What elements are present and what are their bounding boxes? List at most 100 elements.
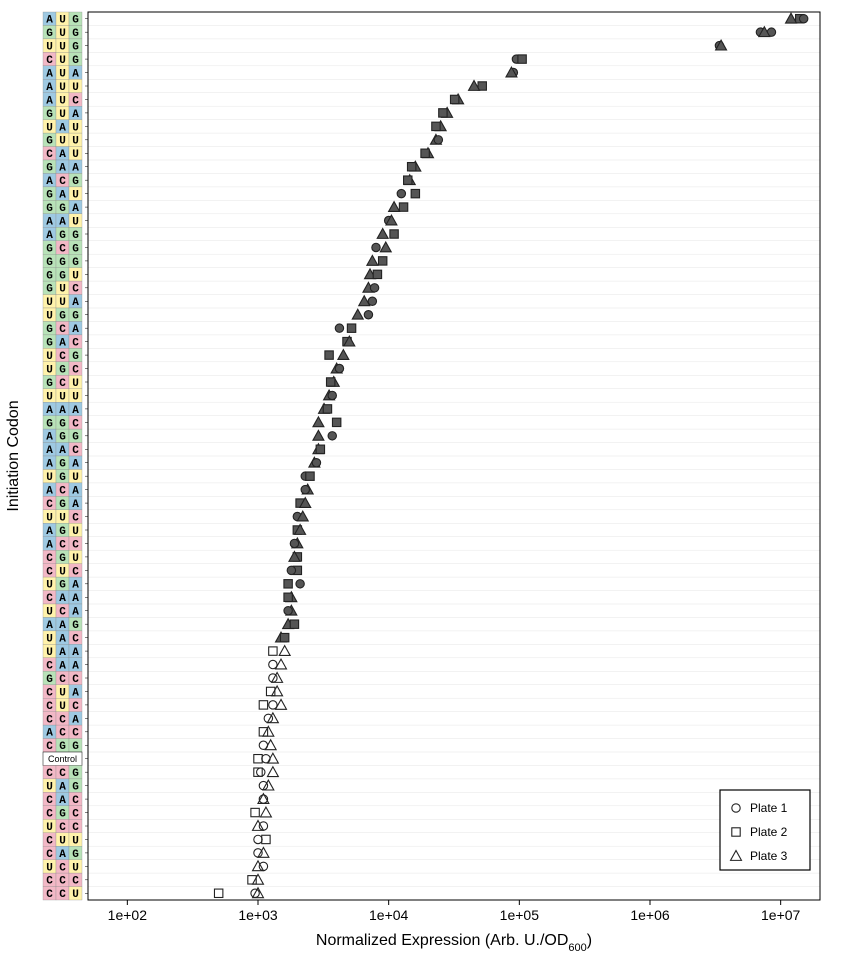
- marker-square: [316, 445, 324, 453]
- svg-text:A: A: [59, 216, 66, 228]
- marker-circle: [287, 566, 295, 574]
- svg-text:C: C: [72, 539, 79, 551]
- svg-text:A: A: [59, 849, 66, 861]
- svg-text:1e+07: 1e+07: [761, 907, 801, 923]
- svg-text:U: U: [59, 687, 66, 699]
- svg-text:A: A: [59, 163, 66, 175]
- marker-square: [399, 203, 407, 211]
- svg-text:G: G: [72, 351, 79, 363]
- marker-square: [323, 405, 331, 413]
- marker-square: [290, 620, 298, 628]
- svg-text:A: A: [46, 216, 53, 228]
- svg-text:C: C: [59, 714, 66, 726]
- svg-text:A: A: [59, 122, 66, 134]
- svg-text:U: U: [46, 472, 53, 484]
- svg-text:A: A: [72, 297, 79, 309]
- svg-text:A: A: [46, 486, 53, 498]
- svg-text:G: G: [72, 243, 79, 255]
- svg-text:U: U: [59, 95, 66, 107]
- chart-svg: 1e+021e+031e+041e+051e+061e+07Normalized…: [0, 0, 850, 960]
- svg-text:A: A: [72, 109, 79, 121]
- svg-text:C: C: [59, 539, 66, 551]
- svg-text:A: A: [72, 580, 79, 592]
- svg-text:C: C: [46, 566, 53, 578]
- svg-text:U: U: [72, 190, 79, 202]
- svg-text:C: C: [46, 660, 53, 672]
- svg-text:C: C: [59, 768, 66, 780]
- svg-text:U: U: [46, 512, 53, 524]
- marker-square: [306, 472, 314, 480]
- marker-circle: [312, 459, 320, 467]
- svg-text:U: U: [72, 835, 79, 847]
- svg-text:C: C: [46, 55, 53, 67]
- svg-text:U: U: [59, 28, 66, 40]
- marker-square: [450, 95, 458, 103]
- svg-text:U: U: [72, 136, 79, 148]
- svg-text:G: G: [46, 190, 53, 202]
- svg-text:U: U: [72, 862, 79, 874]
- svg-text:A: A: [46, 620, 53, 632]
- svg-text:A: A: [46, 526, 53, 538]
- svg-text:C: C: [72, 701, 79, 713]
- svg-text:A: A: [59, 405, 66, 417]
- svg-text:G: G: [46, 324, 53, 336]
- svg-text:U: U: [46, 297, 53, 309]
- svg-text:G: G: [72, 849, 79, 861]
- marker-square: [518, 55, 526, 63]
- svg-text:A: A: [46, 82, 53, 94]
- svg-text:U: U: [46, 364, 53, 376]
- svg-text:U: U: [59, 42, 66, 54]
- svg-text:A: A: [46, 405, 53, 417]
- svg-text:A: A: [46, 728, 53, 740]
- svg-text:U: U: [72, 391, 79, 403]
- svg-text:U: U: [72, 378, 79, 390]
- svg-text:A: A: [72, 647, 79, 659]
- svg-text:A: A: [46, 68, 53, 80]
- svg-text:G: G: [46, 270, 53, 282]
- svg-text:U: U: [59, 835, 66, 847]
- marker-circle: [328, 432, 336, 440]
- svg-text:U: U: [59, 82, 66, 94]
- svg-text:A: A: [46, 445, 53, 457]
- svg-text:C: C: [59, 728, 66, 740]
- svg-text:G: G: [72, 782, 79, 794]
- marker-circle: [434, 136, 442, 144]
- svg-text:C: C: [46, 795, 53, 807]
- legend-label: Plate 2: [750, 825, 788, 839]
- svg-text:A: A: [72, 593, 79, 605]
- svg-text:A: A: [72, 203, 79, 215]
- svg-text:U: U: [46, 607, 53, 619]
- svg-text:C: C: [46, 687, 53, 699]
- marker-circle: [335, 364, 343, 372]
- marker-circle: [368, 297, 376, 305]
- svg-text:U: U: [72, 82, 79, 94]
- svg-text:U: U: [46, 647, 53, 659]
- marker-square: [284, 593, 292, 601]
- svg-text:U: U: [59, 68, 66, 80]
- svg-text:U: U: [46, 634, 53, 646]
- svg-text:1e+03: 1e+03: [238, 907, 278, 923]
- svg-text:U: U: [72, 216, 79, 228]
- marker-circle: [372, 243, 380, 251]
- svg-text:C: C: [72, 512, 79, 524]
- legend-label: Plate 3: [750, 849, 788, 863]
- svg-text:Normalized Expression (Arb. U.: Normalized Expression (Arb. U./OD600): [316, 932, 592, 954]
- svg-text:A: A: [72, 714, 79, 726]
- marker-square: [373, 270, 381, 278]
- marker-square: [432, 122, 440, 130]
- svg-text:U: U: [46, 580, 53, 592]
- svg-text:C: C: [59, 674, 66, 686]
- svg-text:C: C: [72, 728, 79, 740]
- svg-text:A: A: [72, 499, 79, 511]
- svg-text:A: A: [59, 782, 66, 794]
- marker-circle: [364, 311, 372, 319]
- svg-text:A: A: [59, 634, 66, 646]
- svg-text:G: G: [72, 768, 79, 780]
- svg-text:A: A: [46, 432, 53, 444]
- svg-text:U: U: [46, 311, 53, 323]
- svg-text:A: A: [46, 459, 53, 471]
- svg-text:C: C: [46, 835, 53, 847]
- svg-text:G: G: [46, 418, 53, 430]
- marker-square: [280, 633, 288, 641]
- svg-text:C: C: [72, 634, 79, 646]
